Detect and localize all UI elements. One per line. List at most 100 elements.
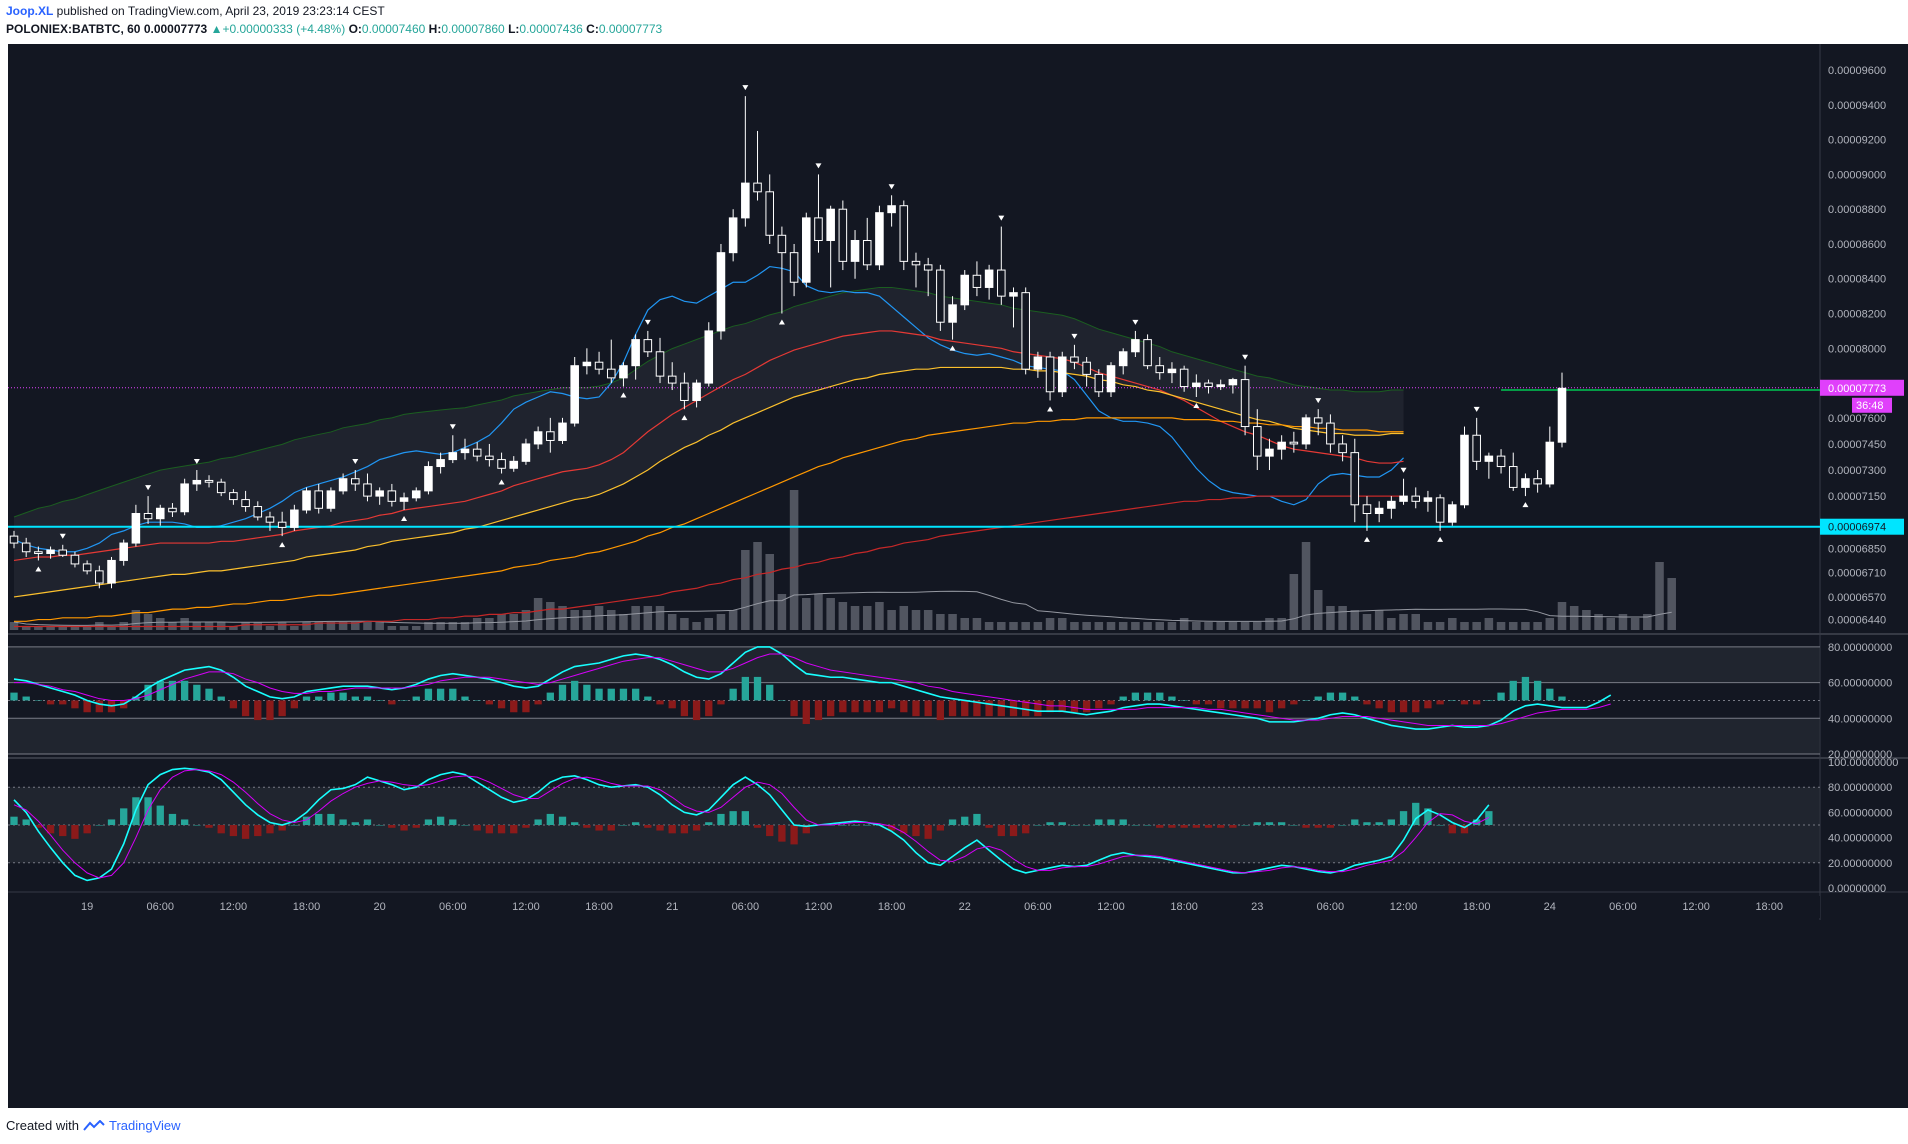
stochastic-axis-label: 80.00000000 — [1828, 782, 1892, 794]
time-axis-label: 12:00 — [805, 901, 833, 913]
rsi-histogram-bar — [144, 684, 152, 701]
candle-down — [363, 483, 372, 497]
candle-down — [655, 351, 665, 377]
rsi-histogram-bar — [1277, 700, 1286, 709]
rsi-histogram-bar — [363, 696, 372, 701]
stochastic-histogram-bar — [522, 825, 530, 828]
rsi-histogram-bar — [83, 700, 91, 713]
candle-up — [107, 559, 116, 584]
rsi-band-lower — [8, 718, 1820, 754]
stochastic-histogram-bar — [22, 819, 30, 825]
candle-up — [119, 542, 128, 561]
stochastic-histogram-bar — [168, 813, 177, 825]
candle-down — [753, 182, 762, 193]
candle-down — [472, 448, 482, 457]
volume-bar — [1240, 622, 1250, 630]
stochastic-histogram-bar — [339, 819, 347, 825]
price-axis-label: 0.00006570 — [1828, 592, 1886, 604]
open-label: O: — [348, 22, 362, 36]
stochastic-histogram-bar — [1217, 825, 1225, 828]
candle-up — [1301, 417, 1311, 445]
time-axis-label: 06:00 — [1609, 901, 1637, 913]
rsi-histogram-bar — [973, 700, 981, 717]
ema-long-line — [14, 417, 1404, 622]
stochastic-histogram-bar — [1302, 825, 1310, 828]
price-axis-label: 0.00006440 — [1828, 615, 1886, 627]
stochastic-histogram-bar — [497, 825, 506, 834]
volume-bar — [265, 626, 275, 630]
volume-bar — [1606, 618, 1616, 630]
volume-bar — [777, 594, 787, 630]
volume-bar — [997, 622, 1006, 630]
rsi-histogram-bar — [1533, 680, 1542, 701]
candle-up — [1228, 379, 1238, 386]
volume-bar — [107, 626, 116, 630]
stoch-d-line — [13, 769, 1490, 879]
rsi-histogram-bar — [1131, 692, 1140, 701]
stochastic-histogram-bar — [1107, 819, 1115, 825]
fractal-up-marker — [1522, 502, 1529, 508]
stochastic-histogram-bar — [46, 825, 55, 834]
rsi-histogram-bar — [778, 700, 786, 701]
stochastic-histogram-bar — [912, 825, 920, 837]
stochastic-histogram-bar — [1168, 825, 1176, 828]
volume-bar — [302, 622, 311, 630]
fractal-down-marker — [888, 184, 895, 190]
volume-bar — [1216, 622, 1225, 630]
rsi-histogram-bar — [59, 700, 67, 705]
volume-bar — [546, 602, 555, 630]
candle-up — [1265, 448, 1274, 457]
volume-bar — [314, 622, 323, 630]
candle-up — [375, 490, 384, 497]
volume-bar — [936, 614, 945, 630]
volume-bar — [716, 614, 726, 630]
stochastic-histogram-bar — [558, 816, 567, 825]
price-axis-label: 0.00007450 — [1828, 439, 1886, 451]
volume-bar — [1387, 618, 1396, 630]
author-link[interactable]: Joop.XL — [6, 4, 54, 18]
rsi-histogram-bar — [668, 700, 676, 709]
candle-down — [789, 252, 799, 283]
rsi-histogram-bar — [571, 680, 579, 701]
volume-bar — [411, 626, 421, 630]
fractal-up-marker — [949, 345, 956, 351]
rsi-histogram-bar — [424, 688, 433, 701]
volume-bar — [667, 614, 677, 630]
rsi-histogram-bar — [485, 700, 494, 705]
volume-bar — [375, 622, 384, 630]
candle-up — [1521, 478, 1530, 488]
chart-canvas[interactable]: 0.00009600 0.00009400 0.00009200 0.00009000… — [0, 44, 1908, 1108]
volume-bar — [436, 622, 445, 630]
volume-bar — [1423, 622, 1433, 630]
candles-layer[interactable] — [9, 85, 1567, 589]
rsi-histogram-bar — [241, 700, 250, 717]
candle-up — [1557, 387, 1567, 443]
rsi-histogram-bar — [948, 700, 957, 717]
candle-up — [1387, 500, 1396, 509]
volume-bar — [692, 622, 701, 630]
rsi-histogram-bar — [522, 700, 530, 713]
stochastic-histogram-bar — [461, 825, 469, 826]
candle-down — [58, 549, 68, 556]
candle-up — [984, 269, 994, 288]
price-axis-label: 0.00009400 — [1828, 100, 1886, 112]
candle-up — [887, 205, 896, 214]
volume-bar — [1033, 622, 1043, 630]
stochastic-histogram-bar — [1131, 825, 1140, 826]
fractal-down-marker — [998, 215, 1005, 221]
stochastic-histogram-bar — [753, 825, 762, 828]
time-axis-label: 12:00 — [512, 901, 540, 913]
candle-up — [1192, 382, 1201, 388]
volume-bar — [253, 622, 263, 630]
rsi-histogram-bar — [936, 700, 945, 721]
volume-bar — [582, 610, 592, 630]
volume-bar — [570, 610, 579, 630]
stochastic-histogram-bar — [1034, 825, 1042, 826]
stochastic-histogram-bar — [436, 816, 445, 825]
tradingview-brand[interactable]: TradingView — [108, 1118, 181, 1133]
time-axis-label: 18:00 — [1755, 901, 1783, 913]
low-value: 0.00007436 — [519, 22, 583, 36]
rsi-histogram-bar — [827, 700, 835, 717]
candle-down — [643, 339, 653, 353]
volume-bar — [241, 622, 250, 630]
